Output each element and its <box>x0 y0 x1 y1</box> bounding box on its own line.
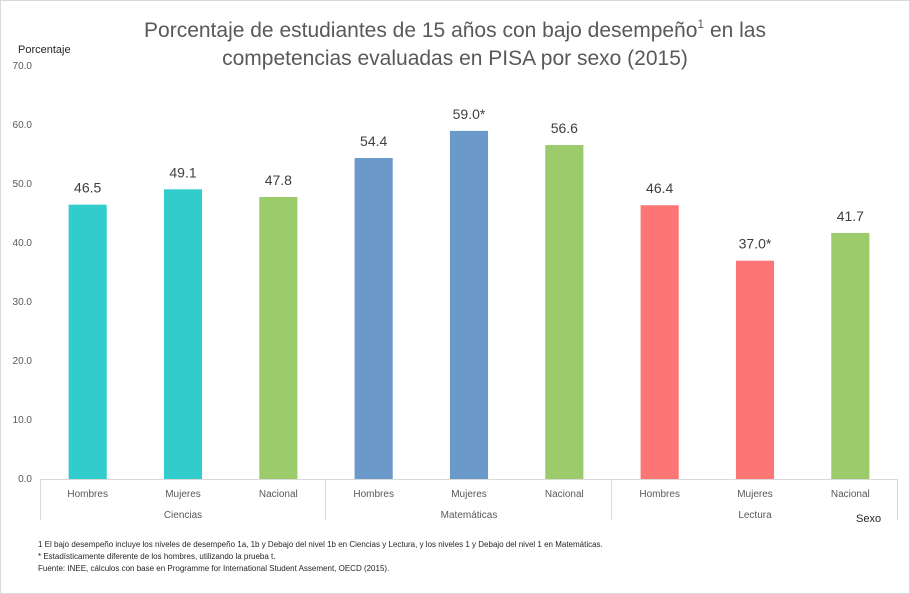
bar-lectura-mujeres <box>735 260 775 479</box>
footnotes: 1 El bajo desempeño incluye los niveles … <box>38 539 603 575</box>
bar-matemáticas-hombres <box>354 158 393 480</box>
category-label: Hombres <box>353 489 394 500</box>
title-line-1-end: en las <box>704 19 766 42</box>
y-axis-label: Porcentaje <box>18 44 71 56</box>
data-label: 46.5 <box>74 180 101 196</box>
category-label: Hombres <box>67 489 108 500</box>
title-footnote-mark: 1 <box>697 17 705 31</box>
x-axis-label: Sexo <box>856 513 882 525</box>
chart-title: Porcentaje de estudiantes de 15 años con… <box>40 10 870 73</box>
y-tick-label: 10.0 <box>13 415 33 426</box>
bar-ciencias-mujeres <box>163 189 203 479</box>
data-label: 56.6 <box>551 120 578 136</box>
bar-lectura-hombres <box>640 205 679 480</box>
data-label: 49.1 <box>169 164 196 180</box>
footnote-1: 1 El bajo desempeño incluye los niveles … <box>38 540 603 549</box>
data-label: 59.0* <box>453 106 486 122</box>
y-tick-label: 20.0 <box>13 356 33 367</box>
data-label: 47.8 <box>265 172 292 188</box>
data-label: 46.4 <box>646 180 673 196</box>
y-tick-label: 0.0 <box>18 474 32 485</box>
category-label: Hombres <box>639 489 680 500</box>
category-label: Nacional <box>831 489 870 500</box>
bar-lectura-nacional <box>831 232 870 479</box>
footnote-2: * Estadísticamente diferente de los homb… <box>38 552 276 561</box>
category-label: Mujeres <box>165 489 201 500</box>
bar-matemáticas-nacional <box>545 145 584 479</box>
category-label: Mujeres <box>451 489 487 500</box>
y-tick-label: 30.0 <box>13 297 33 308</box>
y-tick-label: 40.0 <box>13 238 33 249</box>
category-label: Nacional <box>259 489 298 500</box>
data-label: 37.0* <box>739 236 772 252</box>
footnote-source: Fuente: INEE, cálculos con base en Progr… <box>38 564 390 573</box>
group-label: Matemáticas <box>441 510 498 521</box>
bar-ciencias-nacional <box>259 196 298 480</box>
data-label: 54.4 <box>360 133 387 149</box>
group-label: Lectura <box>738 510 772 521</box>
title-line-1-text: Porcentaje de estudiantes de 15 años con… <box>144 19 698 42</box>
y-tick-label: 70.0 <box>13 61 33 72</box>
bar-matemáticas-mujeres <box>449 130 489 479</box>
group-label: Ciencias <box>164 510 202 521</box>
y-tick-label: 60.0 <box>13 120 33 131</box>
bar-ciencias-hombres <box>68 204 107 479</box>
title-line-2: competencias evaluadas en PISA por sexo … <box>222 47 688 70</box>
category-label: Mujeres <box>737 489 773 500</box>
y-tick-label: 50.0 <box>13 179 33 190</box>
category-label: Nacional <box>545 489 584 500</box>
data-label: 41.7 <box>837 208 864 224</box>
